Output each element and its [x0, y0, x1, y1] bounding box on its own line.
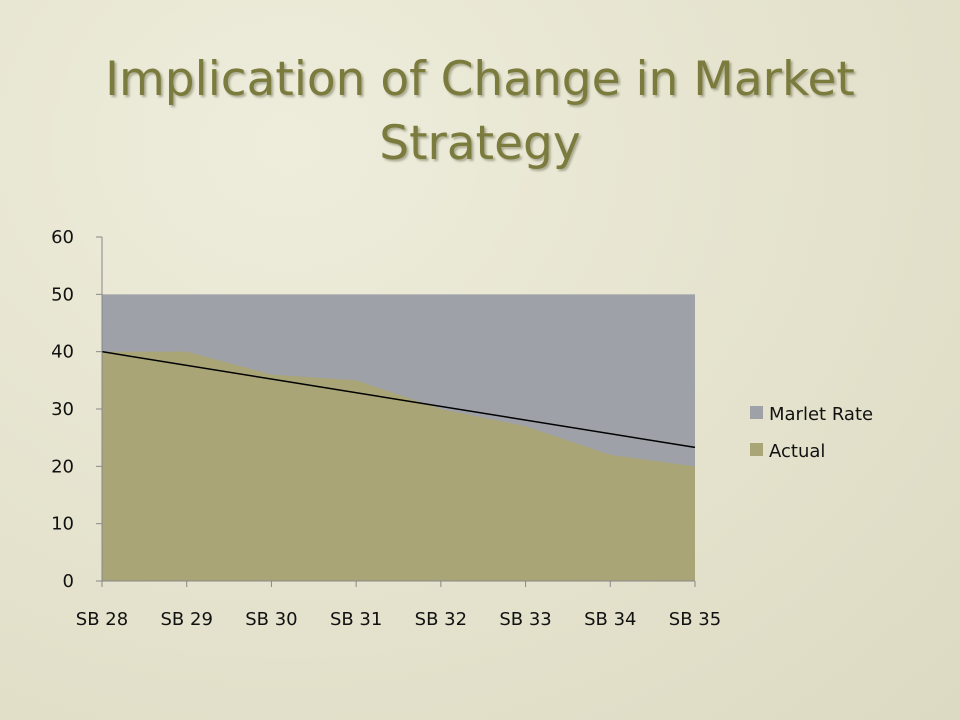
- trendline: [101, 350, 696, 449]
- y-tick-label: 50: [51, 284, 74, 305]
- x-tick-label: SB 32: [415, 609, 467, 630]
- slide-title: Implication of Change in Market Strategy: [0, 48, 960, 176]
- legend-label-marlet-rate: Marlet Rate: [769, 404, 873, 425]
- area-series-actual: [102, 351, 695, 581]
- x-tick-label: SB 30: [245, 609, 297, 630]
- legend: Marlet Rate Actual: [750, 404, 873, 462]
- title-line-1: Implication of Change in Market: [105, 52, 855, 107]
- x-tick-label: SB 29: [161, 609, 213, 630]
- y-tick-label: 10: [51, 514, 74, 535]
- plot-area: [101, 294, 696, 581]
- legend-swatch-marlet-rate: [750, 406, 763, 419]
- x-tick-label: SB 35: [669, 609, 721, 630]
- legend-label-actual: Actual: [769, 441, 825, 462]
- x-tick-label: SB 31: [330, 609, 382, 630]
- y-tick-label: 20: [51, 456, 74, 477]
- y-tick-label: 30: [51, 399, 74, 420]
- y-tick-label: 0: [63, 571, 74, 592]
- x-tick-label: SB 33: [499, 609, 551, 630]
- title-line-2: Strategy: [379, 116, 581, 171]
- x-tick-label: SB 34: [584, 609, 636, 630]
- axes: 0 10 20 30 40 50 60 SB 28 SB 29 SB 30 SB 31 SB 32 SB…: [51, 227, 721, 630]
- y-tick-label: 60: [51, 227, 74, 248]
- x-tick-label: SB 28: [76, 609, 128, 630]
- y-tick-label: 40: [51, 342, 74, 363]
- legend-swatch-actual: [750, 443, 763, 456]
